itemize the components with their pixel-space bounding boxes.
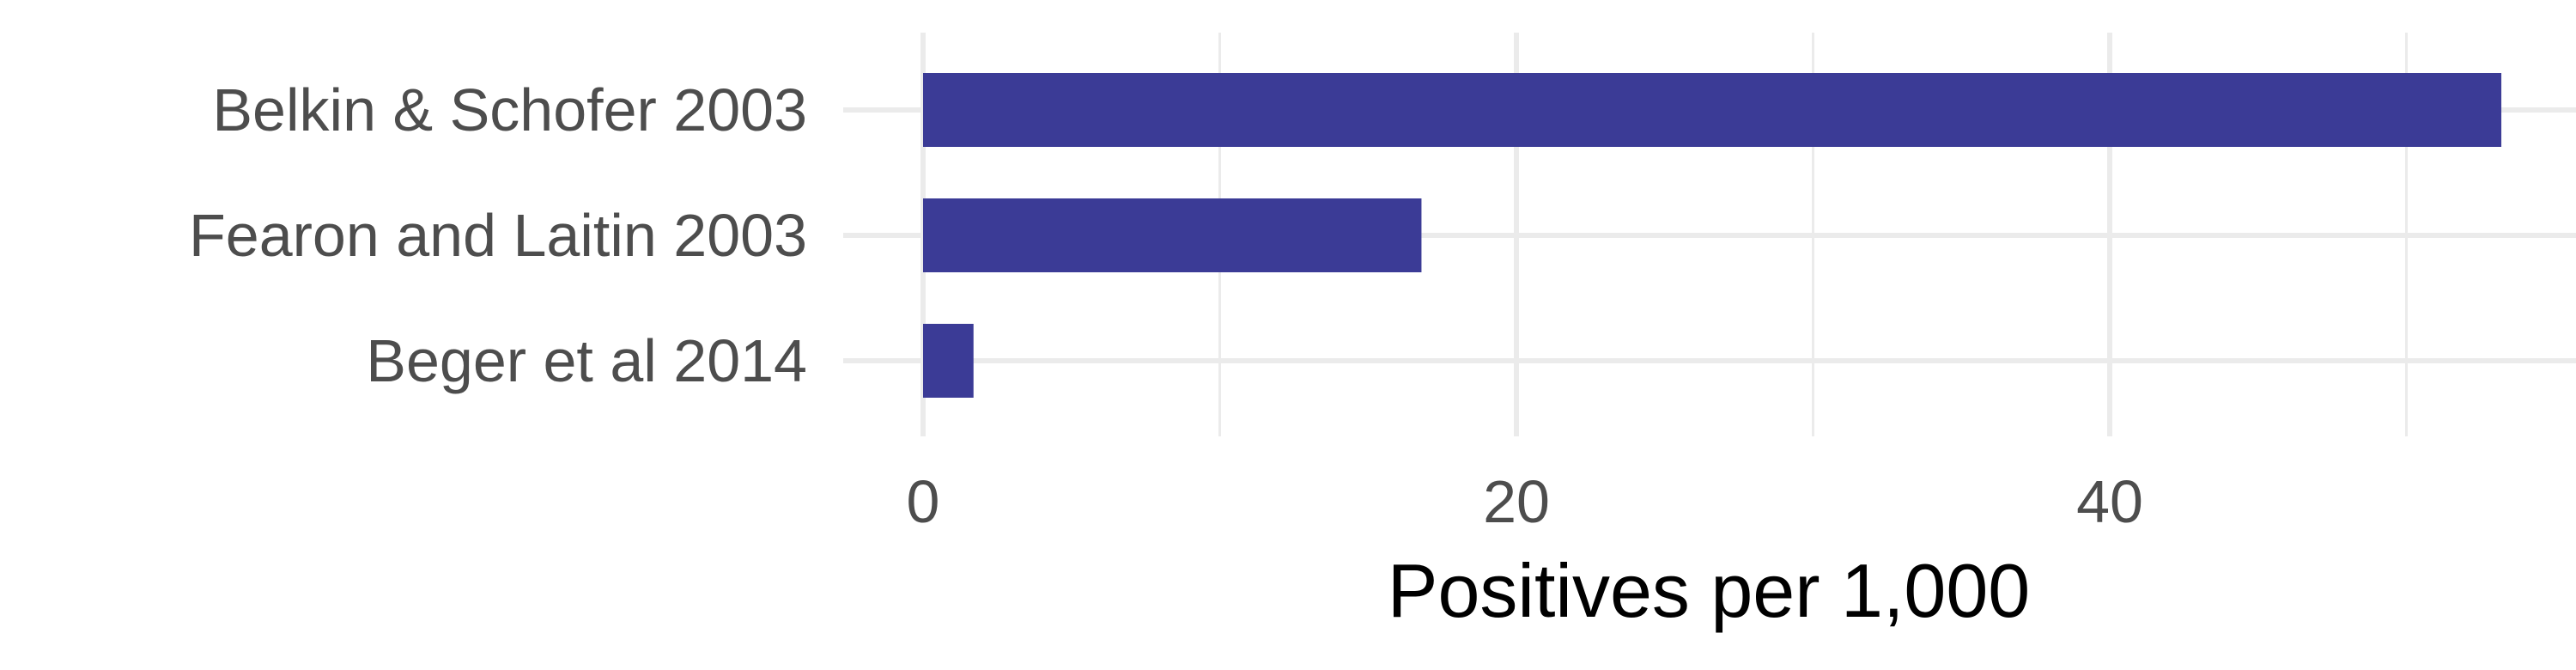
category-labels: Belkin & Schofer 2003 Fearon and Laitin 2… — [189, 76, 807, 394]
x-tick-labels: 0 20 40 — [907, 468, 2143, 535]
bar — [923, 73, 2502, 147]
category-label: Fearon and Laitin 2003 — [189, 202, 807, 269]
x-tick-label: 40 — [2076, 468, 2143, 535]
bars — [923, 73, 2502, 398]
bar — [923, 198, 1422, 272]
x-tick-label: 20 — [1483, 468, 1550, 535]
category-label: Beger et al 2014 — [366, 327, 807, 394]
category-label: Belkin & Schofer 2003 — [212, 76, 807, 143]
x-tick-label: 0 — [907, 468, 940, 535]
bar — [923, 324, 974, 398]
x-axis-title: Positives per 1,000 — [1388, 548, 2030, 633]
